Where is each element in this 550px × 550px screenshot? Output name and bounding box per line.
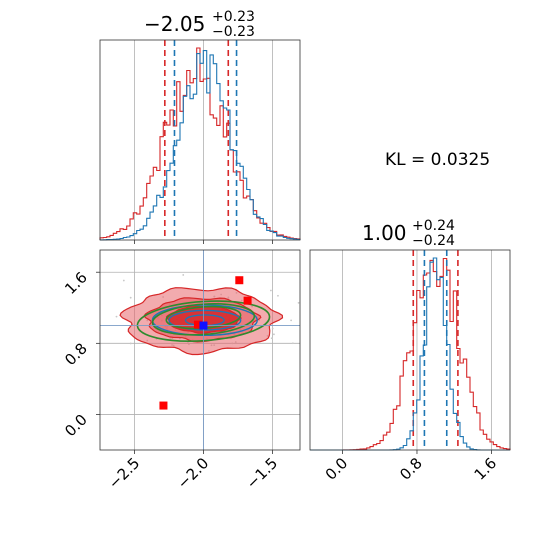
blue-histogram-line bbox=[99, 50, 301, 241]
title-right-sup: +0.24 bbox=[412, 218, 455, 234]
joint-sample-point bbox=[291, 342, 294, 345]
joint-sample-point bbox=[271, 327, 274, 330]
joint-red-marker bbox=[193, 320, 202, 329]
joint-sample-point bbox=[273, 333, 275, 336]
joint-x-tick-label: −1.5 bbox=[243, 454, 281, 492]
joint-x-tick-label: −2.5 bbox=[105, 454, 143, 492]
marginal-y-histogram: 0.0 0.8 1.6 bbox=[309, 249, 511, 484]
joint-sample-point bbox=[290, 319, 293, 322]
title-top: −2.05 +0.23 −0.23 bbox=[144, 9, 255, 40]
joint-red-marker bbox=[243, 296, 252, 305]
joint-sample-point bbox=[129, 296, 132, 299]
joint-blue-contour bbox=[168, 309, 242, 331]
marginal-x-frame bbox=[99, 39, 301, 241]
title-top-sub: −0.23 bbox=[212, 24, 255, 40]
red-histogram-line bbox=[310, 257, 511, 451]
joint-sample-point bbox=[129, 342, 132, 345]
joint-sample-point bbox=[269, 289, 272, 292]
title-right-main: 1.00 bbox=[362, 221, 407, 245]
hist-x-tick-label: 0.8 bbox=[396, 454, 426, 484]
joint-sample-point bbox=[270, 337, 273, 340]
joint-contour-panel: −2.5 −2.0 −1.5 0.0 0.8 1.6 bbox=[61, 249, 301, 493]
title-right-sub: −0.24 bbox=[412, 233, 455, 249]
red-histogram-line bbox=[99, 47, 301, 240]
joint-y-tick-label: 0.0 bbox=[61, 411, 91, 441]
marginal-x-histogram bbox=[99, 39, 301, 244]
title-top-sup: +0.23 bbox=[212, 9, 255, 25]
joint-sample-point bbox=[115, 315, 118, 318]
marginal-y-frame bbox=[309, 249, 511, 451]
joint-x-tick-label: −2.0 bbox=[174, 454, 212, 492]
joint-sample-point bbox=[297, 301, 300, 304]
hist-x-tick-label: 1.6 bbox=[471, 454, 501, 484]
joint-red-marker bbox=[235, 276, 244, 285]
joint-frame bbox=[99, 249, 301, 451]
kl-label: KL = 0.0325 bbox=[385, 150, 490, 170]
title-top-main: −2.05 bbox=[144, 12, 205, 36]
joint-y-tick-label: 0.8 bbox=[61, 339, 91, 369]
joint-y-tick-label: 1.6 bbox=[61, 268, 91, 298]
joint-red-marker bbox=[159, 401, 168, 410]
joint-sample-point bbox=[277, 294, 279, 297]
joint-blue-marker bbox=[199, 321, 208, 330]
title-right: 1.00 +0.24 −0.24 bbox=[362, 218, 455, 249]
hist-x-tick-label: 0.0 bbox=[322, 454, 352, 484]
joint-sample-point bbox=[182, 274, 185, 276]
joint-green-ellipse bbox=[151, 303, 256, 336]
joint-sample-point bbox=[122, 279, 125, 282]
